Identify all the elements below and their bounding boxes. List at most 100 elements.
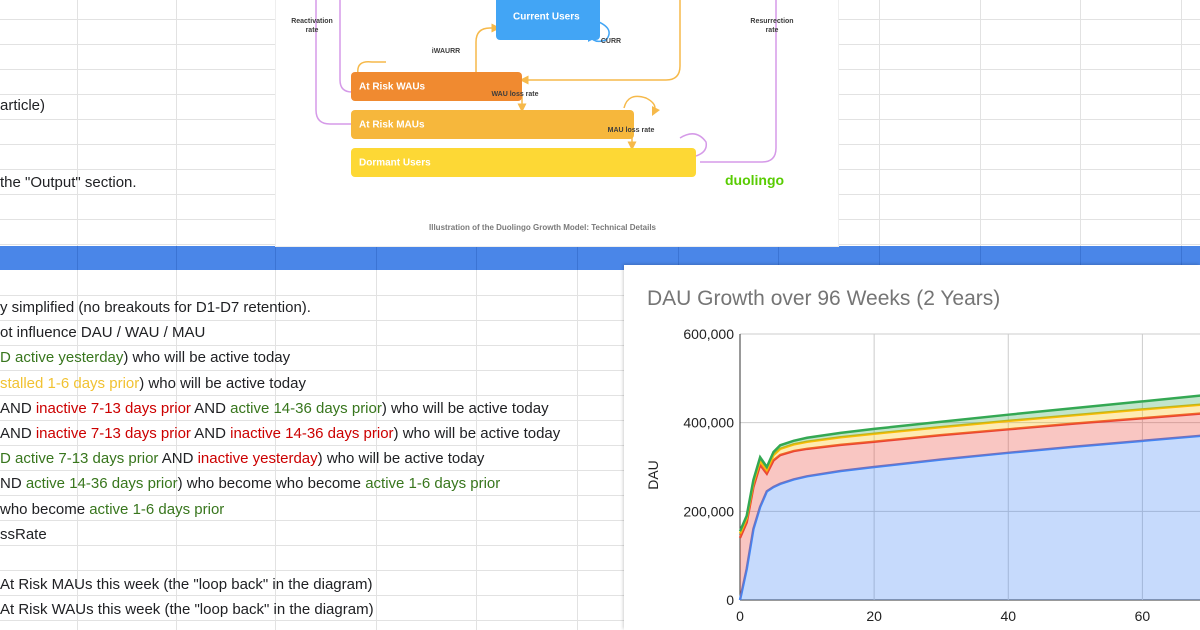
cell-text-segment: AND (190, 425, 231, 442)
dormant-self-loop (679, 133, 708, 157)
cell-text-segment: ND (0, 475, 26, 493)
sheet-row[interactable]: stalled 1-6 days prior) who will be acti… (0, 375, 306, 393)
cell-text-segment: At Risk WAUs this week (the "loop back" … (0, 601, 374, 619)
cell-text-segment: inactive 14-36 days prior (230, 425, 394, 442)
grid-column-line (275, 0, 276, 630)
grid-row-line (0, 570, 1200, 571)
y-tick-label: 0 (726, 592, 734, 608)
dau-chart[interactable]: DAU Growth over 96 Weeks (2 Years) 0 200,… (624, 265, 1200, 630)
cell-text-segment: AND (0, 399, 36, 417)
cell-text-segment: who become (0, 500, 90, 518)
grid-row-line (0, 620, 1200, 621)
cell-text-segment: article) (0, 97, 46, 114)
grid-column-line (176, 0, 177, 630)
at-risk-maus-label: At Risk MAUs (359, 119, 425, 130)
cell-text-segment: y simplified (no breakouts for D1-D7 ret… (0, 299, 311, 316)
grid-row-line (0, 595, 1200, 596)
series-line-0 (738, 434, 1200, 601)
at-risk-waus-label: At Risk WAUs (359, 81, 426, 92)
grid-row-line (0, 445, 1200, 446)
sheet-row[interactable]: D active 7-13 days prior AND inactive ye… (0, 450, 484, 468)
y-tick-label: 600,000 (683, 326, 734, 342)
reactivation-rate-label: Reactivation rate (291, 18, 333, 34)
series-area-2 (740, 404, 1200, 538)
grid-row-line (0, 295, 1200, 296)
grid-row-line (0, 420, 1200, 421)
cell-text-segment: AND (190, 399, 231, 417)
cell-text-segment: active 14-36 days prior (25, 475, 178, 493)
chart-plot: 0 200,000 400,000 600,000 0 20 40 60 DAU (645, 326, 1200, 624)
chart-title: DAU Growth over 96 Weeks (2 Years) (647, 287, 1001, 310)
growth-model-diagram: Current Users At Risk WAUs At Risk MAUs … (276, 0, 838, 246)
reactivation-arrow (315, 0, 352, 125)
x-tick-label: 40 (1000, 608, 1016, 624)
cell-text-segment: AND (0, 425, 36, 442)
dormant-users-label: Dormant Users (359, 157, 431, 168)
resurrection-rate-label: Resurrection rate (750, 18, 794, 34)
wau-loss-rate-label: WAU loss rate (491, 91, 539, 98)
grid-column-line (476, 0, 477, 630)
cell-text-segment: the "Output" section. (0, 174, 137, 191)
cell-text-segment: ssRate (0, 525, 47, 543)
current-users-label: Current Users (513, 11, 580, 23)
grid-row-line (0, 395, 1200, 396)
series-area-3 (740, 395, 1200, 534)
series-line-1 (738, 412, 1200, 539)
sheet-row[interactable]: y simplified (no breakouts for D1-D7 ret… (0, 299, 311, 317)
cell-text-segment: ot influence DAU / WAU / MAU (0, 324, 206, 342)
x-tick-label: 0 (736, 608, 744, 624)
sheet-row[interactable]: D active yesterday) who will be active t… (0, 349, 290, 367)
sheet-row[interactable]: At Risk WAUs this week (the "loop back" … (0, 601, 374, 619)
grid-row-line (0, 470, 1200, 471)
sheet-row[interactable]: the "Output" section. (0, 174, 137, 192)
cell-text-segment: ) who will be active today (393, 425, 561, 442)
grid-row-line (0, 520, 1200, 521)
diagram-arrows (315, 0, 777, 163)
grid-column-line (77, 0, 78, 630)
dormant-users-box: Dormant Users (351, 148, 696, 177)
sheet-row[interactable]: AND inactive 7-13 days prior AND active … (0, 400, 549, 418)
grid-row-line (0, 545, 1200, 546)
grid-row-line (0, 495, 1200, 496)
cell-text-segment: AND (158, 450, 198, 468)
cell-text-segment: D active yesterday (0, 349, 124, 367)
cell-text-segment: active 1-6 days prior (365, 475, 501, 493)
sheet-row[interactable]: ND active 14-36 days prior) who become w… (0, 475, 500, 493)
duolingo-logo: duolingo (725, 172, 785, 188)
cell-text-segment: D active 7-13 days prior (0, 450, 159, 468)
resurrection-arrow (700, 0, 777, 163)
grid-row-line (0, 370, 1200, 371)
grid-column-line (577, 0, 578, 630)
cell-text-segment: inactive 7-13 days prior (35, 399, 191, 417)
x-tick-label: 60 (1135, 608, 1151, 624)
grid-row-line (0, 320, 1200, 321)
at-risk-maus-box: At Risk MAUs (351, 110, 634, 139)
wau-self-loop (357, 61, 386, 75)
cell-text-segment: At Risk MAUs this week (the "loop back" … (0, 576, 373, 594)
cell-text-segment: active 1-6 days prior (89, 500, 225, 518)
cell-text-segment: ) who will be active today (123, 349, 291, 367)
sheet-row[interactable]: ssRate (0, 526, 47, 544)
curr-label: CURR (600, 38, 622, 45)
sheet-row[interactable]: ot influence DAU / WAU / MAU (0, 324, 205, 342)
series-area-1 (740, 413, 1200, 600)
current-users-box: Current Users (496, 0, 600, 40)
cell-text-segment: ) who will be active today (139, 374, 306, 392)
sheet-row[interactable]: AND inactive 7-13 days prior AND inactiv… (0, 425, 560, 443)
x-tick-label: 20 (866, 608, 882, 624)
cell-text-segment: active 14-36 days prior (230, 399, 382, 417)
y-tick-label: 400,000 (683, 415, 734, 431)
grid-row-line (0, 345, 1200, 346)
iwaurr-label: iWAURR (431, 48, 461, 55)
cell-text-segment: inactive 7-13 days prior (35, 425, 191, 442)
sheet-row[interactable]: At Risk MAUs this week (the "loop back" … (0, 576, 372, 594)
series-area-0 (740, 435, 1200, 600)
grid-column-line (376, 0, 377, 630)
cell-text-segment: ) who will be active today (381, 399, 549, 417)
sheet-row[interactable]: who become active 1-6 days prior (0, 501, 224, 519)
cell-text-segment: ) who will be active today (317, 450, 485, 468)
mau-loss-rate-label: MAU loss rate (607, 127, 655, 134)
sheet-row[interactable]: article) (0, 97, 45, 115)
mau-self-loop (623, 95, 661, 117)
iwaurr-arrow (475, 23, 501, 72)
